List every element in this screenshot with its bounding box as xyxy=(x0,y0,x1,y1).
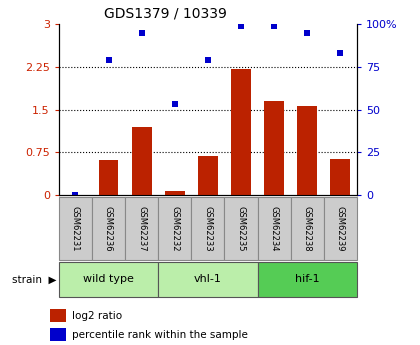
Bar xyxy=(59,197,92,260)
Bar xyxy=(257,262,357,297)
Text: GSM62239: GSM62239 xyxy=(336,206,345,251)
Text: log2 ratio: log2 ratio xyxy=(72,311,122,321)
Bar xyxy=(231,69,251,195)
Point xyxy=(72,192,79,198)
Point xyxy=(205,57,211,63)
Bar xyxy=(132,127,152,195)
Text: strain  ▶: strain ▶ xyxy=(12,275,57,284)
Point xyxy=(304,30,311,36)
Bar xyxy=(264,101,284,195)
Bar xyxy=(50,309,66,322)
Bar xyxy=(192,197,224,260)
Bar xyxy=(92,197,125,260)
Text: GSM62236: GSM62236 xyxy=(104,206,113,252)
Text: GDS1379 / 10339: GDS1379 / 10339 xyxy=(104,6,226,20)
Text: GSM62238: GSM62238 xyxy=(303,206,312,252)
Point xyxy=(171,102,178,107)
Text: percentile rank within the sample: percentile rank within the sample xyxy=(72,330,247,339)
Bar xyxy=(158,197,192,260)
Text: wild type: wild type xyxy=(83,275,134,284)
Text: GSM62235: GSM62235 xyxy=(236,206,246,251)
Bar xyxy=(331,159,350,195)
Text: vhl-1: vhl-1 xyxy=(194,275,222,284)
Bar xyxy=(257,197,291,260)
Bar xyxy=(50,328,66,341)
Text: hif-1: hif-1 xyxy=(295,275,320,284)
Bar xyxy=(291,197,324,260)
Point xyxy=(271,23,278,29)
Point xyxy=(337,50,344,56)
Bar xyxy=(198,156,218,195)
Point xyxy=(105,57,112,63)
Bar xyxy=(125,197,158,260)
Text: GSM62231: GSM62231 xyxy=(71,206,80,251)
Bar xyxy=(324,197,357,260)
Bar xyxy=(99,160,118,195)
Text: GSM62237: GSM62237 xyxy=(137,206,146,252)
Bar xyxy=(59,262,158,297)
Text: GSM62234: GSM62234 xyxy=(270,206,278,251)
Point xyxy=(238,23,244,29)
Bar xyxy=(165,191,185,195)
Text: GSM62232: GSM62232 xyxy=(170,206,179,251)
Bar xyxy=(297,106,317,195)
Text: GSM62233: GSM62233 xyxy=(203,206,213,252)
Bar xyxy=(158,262,257,297)
Point xyxy=(138,30,145,36)
Bar xyxy=(224,197,257,260)
